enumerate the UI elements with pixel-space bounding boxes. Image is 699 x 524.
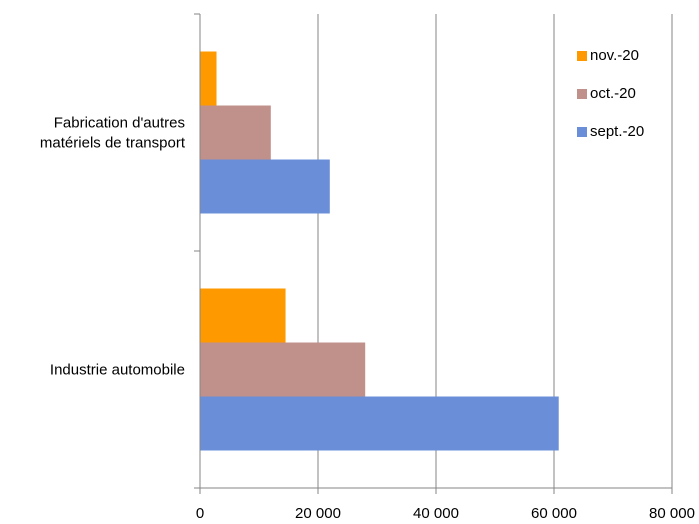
bar [200, 342, 366, 397]
category-label: Fabrication d'autres [54, 115, 185, 132]
legend-swatch [577, 51, 587, 61]
legend-swatch [577, 127, 587, 137]
x-tick-label: 0 [196, 505, 204, 519]
legend-swatch [577, 89, 587, 99]
legend-label: sept.-20 [590, 123, 644, 140]
bar [200, 159, 330, 214]
category-label: Industrie automobile [50, 362, 185, 379]
bars [200, 51, 559, 451]
legend-label: oct.-20 [590, 85, 636, 102]
bar [200, 105, 271, 160]
legend: nov.-20 oct.-20 sept.-20 [577, 47, 644, 140]
axes [194, 13, 673, 494]
bar [200, 51, 217, 106]
legend-label: nov.-20 [590, 47, 639, 64]
x-tick-label: 20 000 [295, 505, 341, 519]
x-tick-label: 80 000 [649, 505, 695, 519]
category-label: matériels de transport [40, 135, 186, 152]
axis-labels: Fabrication d'autres matériels de transpo… [40, 115, 695, 523]
bar [200, 288, 286, 343]
bar [200, 396, 559, 451]
x-tick-label: 40 000 [413, 505, 459, 519]
x-tick-label: 60 000 [531, 505, 577, 519]
